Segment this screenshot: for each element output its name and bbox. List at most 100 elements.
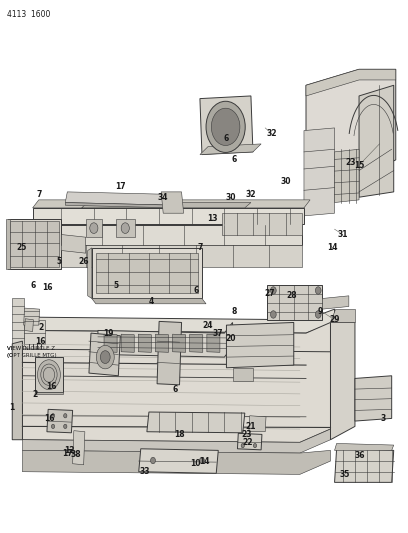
Polygon shape	[237, 433, 262, 450]
Polygon shape	[10, 221, 59, 266]
Polygon shape	[173, 334, 186, 352]
Text: 26: 26	[78, 257, 89, 265]
Polygon shape	[47, 409, 73, 433]
Text: 7: 7	[36, 190, 42, 199]
Text: 16: 16	[35, 337, 46, 345]
Text: 16: 16	[42, 284, 52, 292]
Polygon shape	[200, 144, 261, 155]
Circle shape	[100, 351, 110, 364]
Polygon shape	[35, 392, 63, 394]
Circle shape	[315, 287, 321, 294]
Text: 4: 4	[149, 297, 153, 305]
Text: 30: 30	[225, 193, 236, 201]
Text: 15: 15	[354, 161, 364, 169]
Polygon shape	[104, 334, 117, 352]
Polygon shape	[65, 203, 175, 208]
Circle shape	[253, 443, 257, 448]
Text: 14: 14	[199, 457, 209, 465]
Text: 5: 5	[57, 257, 62, 265]
Circle shape	[206, 101, 245, 152]
Circle shape	[271, 287, 276, 294]
Text: 25: 25	[16, 244, 27, 252]
Text: 38: 38	[70, 450, 81, 458]
Polygon shape	[226, 322, 294, 368]
Polygon shape	[200, 96, 253, 155]
Circle shape	[211, 108, 240, 146]
Text: 5: 5	[114, 281, 119, 289]
Text: 24: 24	[203, 321, 213, 329]
Text: 16: 16	[44, 414, 54, 423]
Polygon shape	[155, 334, 169, 352]
Polygon shape	[138, 334, 151, 352]
Text: 33: 33	[140, 467, 150, 476]
Text: 6: 6	[173, 385, 178, 393]
Polygon shape	[335, 443, 394, 450]
Text: 6: 6	[232, 156, 237, 164]
Polygon shape	[222, 213, 302, 235]
Text: 1: 1	[10, 403, 15, 412]
Polygon shape	[33, 208, 304, 224]
Circle shape	[271, 311, 276, 318]
Text: 21: 21	[246, 422, 256, 431]
Circle shape	[96, 345, 114, 369]
Polygon shape	[330, 322, 355, 440]
Polygon shape	[139, 449, 218, 473]
Text: 32: 32	[266, 129, 277, 138]
Text: 18: 18	[174, 430, 185, 439]
Text: 23: 23	[242, 430, 252, 439]
Text: 35: 35	[339, 470, 350, 479]
Text: 17: 17	[115, 182, 126, 191]
Text: 12: 12	[64, 446, 75, 455]
Polygon shape	[306, 69, 396, 96]
Text: 37: 37	[213, 329, 224, 337]
Polygon shape	[335, 449, 394, 482]
Text: 9: 9	[318, 308, 323, 316]
Polygon shape	[306, 69, 396, 176]
Polygon shape	[304, 128, 335, 216]
Text: 31: 31	[337, 230, 348, 239]
Text: 16: 16	[46, 382, 56, 391]
Circle shape	[51, 424, 55, 429]
Polygon shape	[207, 334, 220, 352]
Text: VIEW IN CIRCLE Z
(OPT GRILLE MTG): VIEW IN CIRCLE Z (OPT GRILLE MTG)	[7, 346, 57, 358]
Polygon shape	[33, 200, 310, 208]
Polygon shape	[22, 450, 330, 474]
Polygon shape	[12, 298, 24, 346]
Polygon shape	[233, 368, 253, 381]
Text: 6: 6	[30, 281, 35, 289]
Polygon shape	[267, 285, 322, 320]
Polygon shape	[322, 296, 349, 309]
Circle shape	[64, 424, 67, 429]
Text: 14: 14	[327, 244, 338, 252]
Text: 10: 10	[191, 459, 201, 468]
Circle shape	[38, 360, 60, 390]
Circle shape	[200, 457, 204, 464]
Circle shape	[121, 223, 129, 233]
Text: 23: 23	[346, 158, 356, 167]
Text: VIEW IN CIRCLE Z
(OPT GRILLE MTG): VIEW IN CIRCLE Z (OPT GRILLE MTG)	[7, 346, 57, 358]
Polygon shape	[121, 334, 134, 352]
Text: 2: 2	[32, 390, 37, 399]
Text: 7: 7	[197, 244, 203, 252]
Polygon shape	[157, 321, 182, 385]
Text: 6: 6	[224, 134, 229, 143]
Text: 8: 8	[232, 308, 237, 316]
Text: 13: 13	[207, 214, 217, 223]
Polygon shape	[22, 322, 330, 442]
Polygon shape	[24, 319, 33, 332]
Text: 29: 29	[329, 316, 340, 324]
Text: 20: 20	[225, 334, 236, 343]
Polygon shape	[92, 298, 206, 304]
Polygon shape	[6, 219, 10, 269]
Polygon shape	[355, 376, 392, 421]
Text: 4113  1600: 4113 1600	[7, 10, 51, 19]
Polygon shape	[28, 309, 335, 333]
Text: 6: 6	[193, 286, 198, 295]
Circle shape	[315, 311, 321, 318]
Text: 17: 17	[62, 449, 73, 457]
Circle shape	[241, 443, 244, 448]
Polygon shape	[116, 219, 135, 237]
Polygon shape	[330, 309, 355, 322]
Polygon shape	[86, 219, 102, 237]
Polygon shape	[161, 192, 184, 213]
